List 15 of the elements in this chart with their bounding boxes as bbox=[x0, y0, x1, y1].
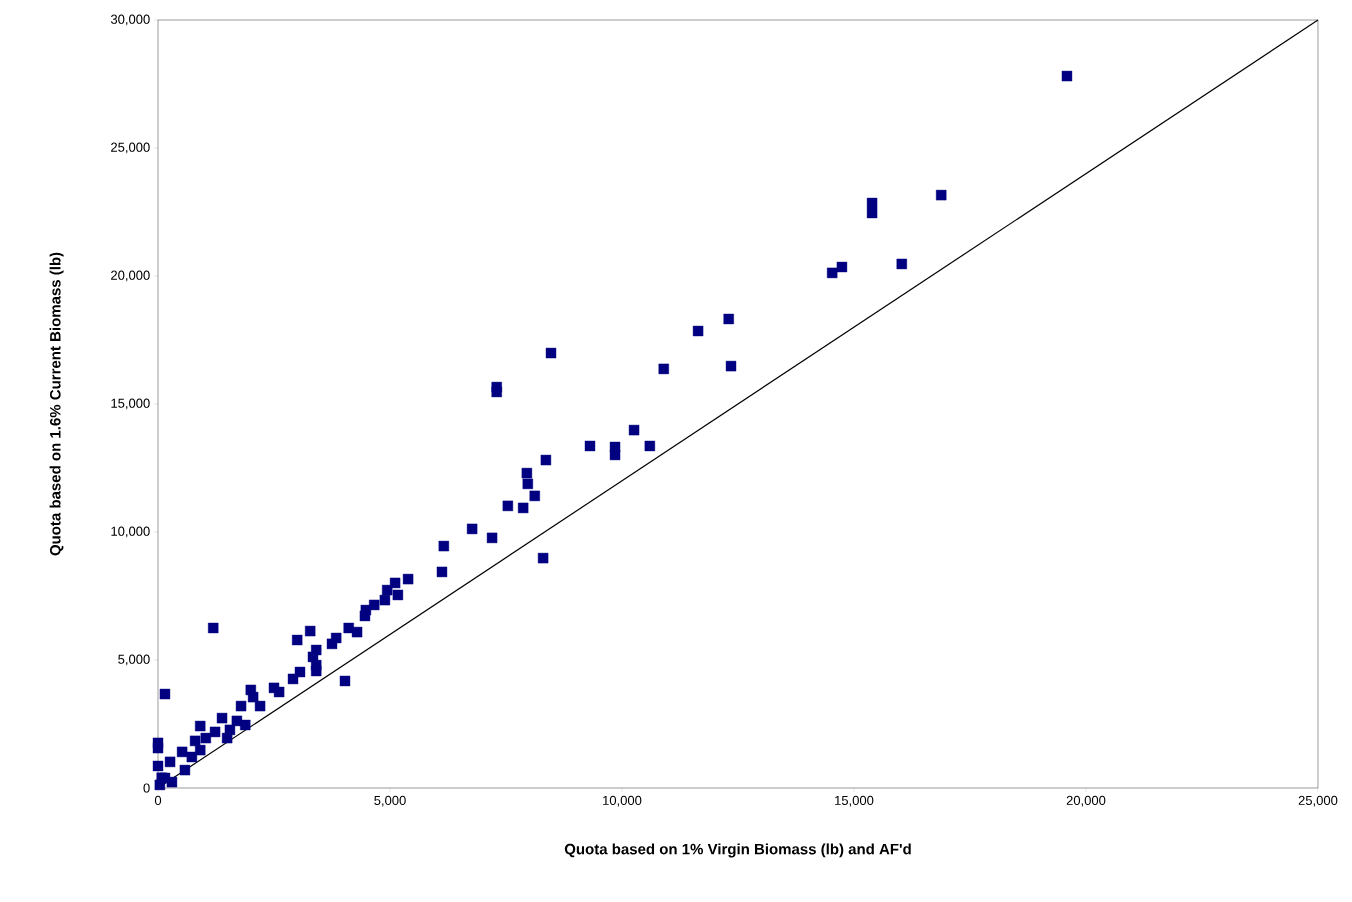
x-tick-label: 25,000 bbox=[1298, 795, 1338, 807]
x-tick-label: 10,000 bbox=[603, 795, 642, 807]
y-tick-label: 5,000 bbox=[118, 654, 150, 666]
y-axis-title: Quota based on 1.6% Current Biomass (lb) bbox=[49, 252, 64, 556]
y-tick-label: 30,000 bbox=[110, 14, 150, 26]
y-tick-label: 10,000 bbox=[111, 526, 150, 538]
y-tick-label: 25,000 bbox=[111, 142, 150, 154]
x-tick-label: 5,000 bbox=[374, 795, 406, 807]
y-tick-label: 20,000 bbox=[111, 270, 150, 282]
x-tick-label: 15,000 bbox=[835, 795, 874, 807]
y-tick-label: 0 bbox=[143, 783, 150, 793]
x-tick-label: 0 bbox=[154, 795, 162, 805]
x-tick-label: 20,000 bbox=[1066, 795, 1106, 807]
x-axis-title: Quota based on 1% Virgin Biomass (lb) and AF'd bbox=[564, 843, 911, 858]
y-tick-label: 15,000 bbox=[111, 398, 150, 410]
